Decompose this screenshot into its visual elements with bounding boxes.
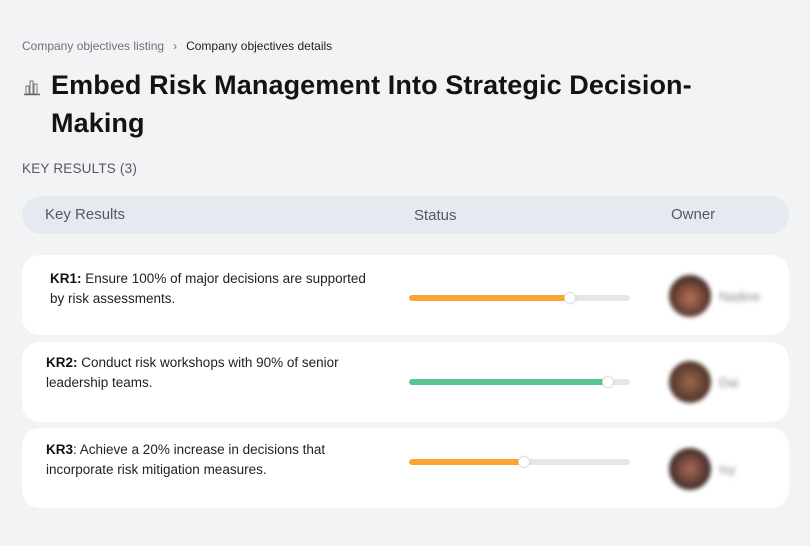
key-result-description: KR1: Ensure 100% of major decisions are …: [50, 271, 366, 306]
progress-bar: [409, 376, 630, 388]
owner[interactable]: Nadine: [669, 275, 760, 317]
breadcrumb: Company objectives listing › Company obj…: [22, 39, 332, 53]
objective-header: Embed Risk Management Into Strategic Dec…: [22, 66, 722, 142]
owner[interactable]: Ivy: [669, 448, 736, 490]
avatar: [669, 448, 711, 490]
key-result-row[interactable]: KR2: Conduct risk workshops with 90% of …: [22, 342, 789, 422]
avatar: [669, 361, 711, 403]
owner-name: Nadine: [719, 288, 761, 304]
key-result-row[interactable]: KR3: Achieve a 20% increase in decisions…: [22, 428, 789, 508]
key-results-count-label: KEY RESULTS (3): [22, 161, 138, 176]
page-title: Embed Risk Management Into Strategic Dec…: [51, 70, 692, 138]
breadcrumb-current: Company objectives details: [186, 39, 333, 53]
owner[interactable]: Dai: [669, 361, 739, 403]
key-result-description: KR2: Conduct risk workshops with 90% of …: [46, 355, 339, 390]
key-result-id: KR2:: [46, 355, 78, 370]
owner-name: Dai: [719, 374, 739, 390]
progress-thumb: [517, 456, 530, 468]
column-header-key-results: Key Results: [45, 206, 126, 223]
key-result-row[interactable]: KR1: Ensure 100% of major decisions are …: [22, 255, 789, 335]
avatar: [669, 275, 711, 317]
progress-thumb: [601, 376, 614, 388]
column-header-status: Status: [414, 207, 457, 224]
progress-fill: [409, 295, 571, 301]
owner-name: Ivy: [719, 461, 736, 477]
progress-bar: [409, 456, 630, 468]
chevron-right-icon: ›: [173, 39, 178, 53]
progress-fill: [409, 379, 608, 385]
building-chart-icon: [22, 77, 42, 97]
progress-fill: [409, 459, 524, 465]
progress-bar: [409, 292, 630, 304]
column-header-owner: Owner: [671, 206, 716, 223]
breadcrumb-link-listing[interactable]: Company objectives listing: [22, 39, 165, 53]
key-result-description: KR3: Achieve a 20% increase in decisions…: [46, 442, 326, 477]
table-header: Key Results Status Owner: [22, 196, 789, 234]
key-result-id: KR3: [46, 442, 74, 457]
key-result-id: KR1:: [50, 271, 82, 286]
progress-thumb: [564, 292, 577, 304]
